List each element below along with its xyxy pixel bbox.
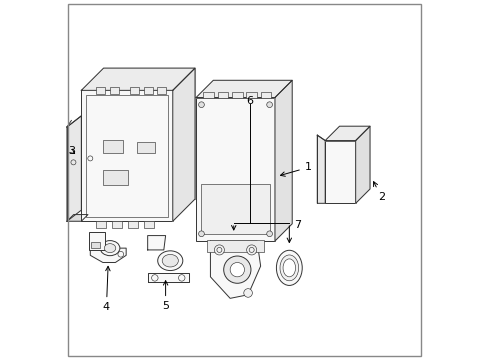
Text: 2: 2	[373, 182, 384, 202]
Text: 3: 3	[68, 146, 75, 156]
Bar	[156, 87, 165, 94]
Bar	[96, 87, 104, 94]
Text: 5: 5	[162, 281, 169, 311]
Ellipse shape	[100, 240, 120, 256]
Polygon shape	[274, 80, 292, 241]
Circle shape	[214, 245, 224, 255]
Ellipse shape	[280, 255, 298, 281]
Polygon shape	[355, 126, 369, 203]
Polygon shape	[67, 215, 88, 221]
Polygon shape	[147, 235, 165, 250]
Bar	[144, 221, 154, 228]
Bar	[91, 242, 100, 248]
Polygon shape	[81, 68, 195, 90]
Ellipse shape	[283, 259, 295, 277]
Circle shape	[266, 102, 272, 108]
Circle shape	[230, 262, 244, 277]
Text: 4: 4	[102, 266, 110, 312]
Circle shape	[246, 245, 256, 255]
Bar	[112, 221, 122, 228]
Bar	[201, 184, 269, 234]
Bar	[110, 87, 119, 94]
Polygon shape	[210, 241, 260, 298]
Circle shape	[198, 231, 204, 237]
Bar	[196, 98, 274, 241]
Bar	[88, 232, 104, 250]
Text: 6: 6	[246, 96, 253, 106]
Bar	[246, 92, 257, 98]
Polygon shape	[67, 116, 81, 221]
Text: 1: 1	[280, 162, 311, 176]
Bar	[137, 142, 155, 153]
Polygon shape	[172, 68, 195, 221]
Circle shape	[266, 231, 272, 237]
Bar	[217, 92, 228, 98]
Text: 7: 7	[293, 220, 301, 230]
Polygon shape	[90, 248, 126, 262]
Bar	[102, 170, 128, 185]
Ellipse shape	[276, 250, 302, 285]
Bar	[260, 92, 271, 98]
Bar	[85, 95, 168, 217]
Bar	[129, 87, 139, 94]
Bar	[81, 90, 172, 221]
Bar	[102, 140, 122, 153]
Bar	[144, 87, 153, 94]
Ellipse shape	[158, 251, 183, 271]
Circle shape	[223, 256, 250, 283]
Ellipse shape	[104, 244, 116, 253]
Bar	[128, 221, 138, 228]
Circle shape	[244, 289, 252, 297]
Polygon shape	[317, 135, 325, 203]
Bar	[206, 240, 264, 252]
Polygon shape	[325, 126, 369, 140]
Bar	[325, 140, 355, 203]
Circle shape	[198, 102, 204, 108]
Bar	[96, 221, 105, 228]
Polygon shape	[103, 68, 195, 199]
Polygon shape	[147, 273, 188, 282]
Bar	[231, 92, 242, 98]
Ellipse shape	[162, 255, 178, 267]
Bar	[203, 92, 214, 98]
Polygon shape	[196, 80, 292, 98]
